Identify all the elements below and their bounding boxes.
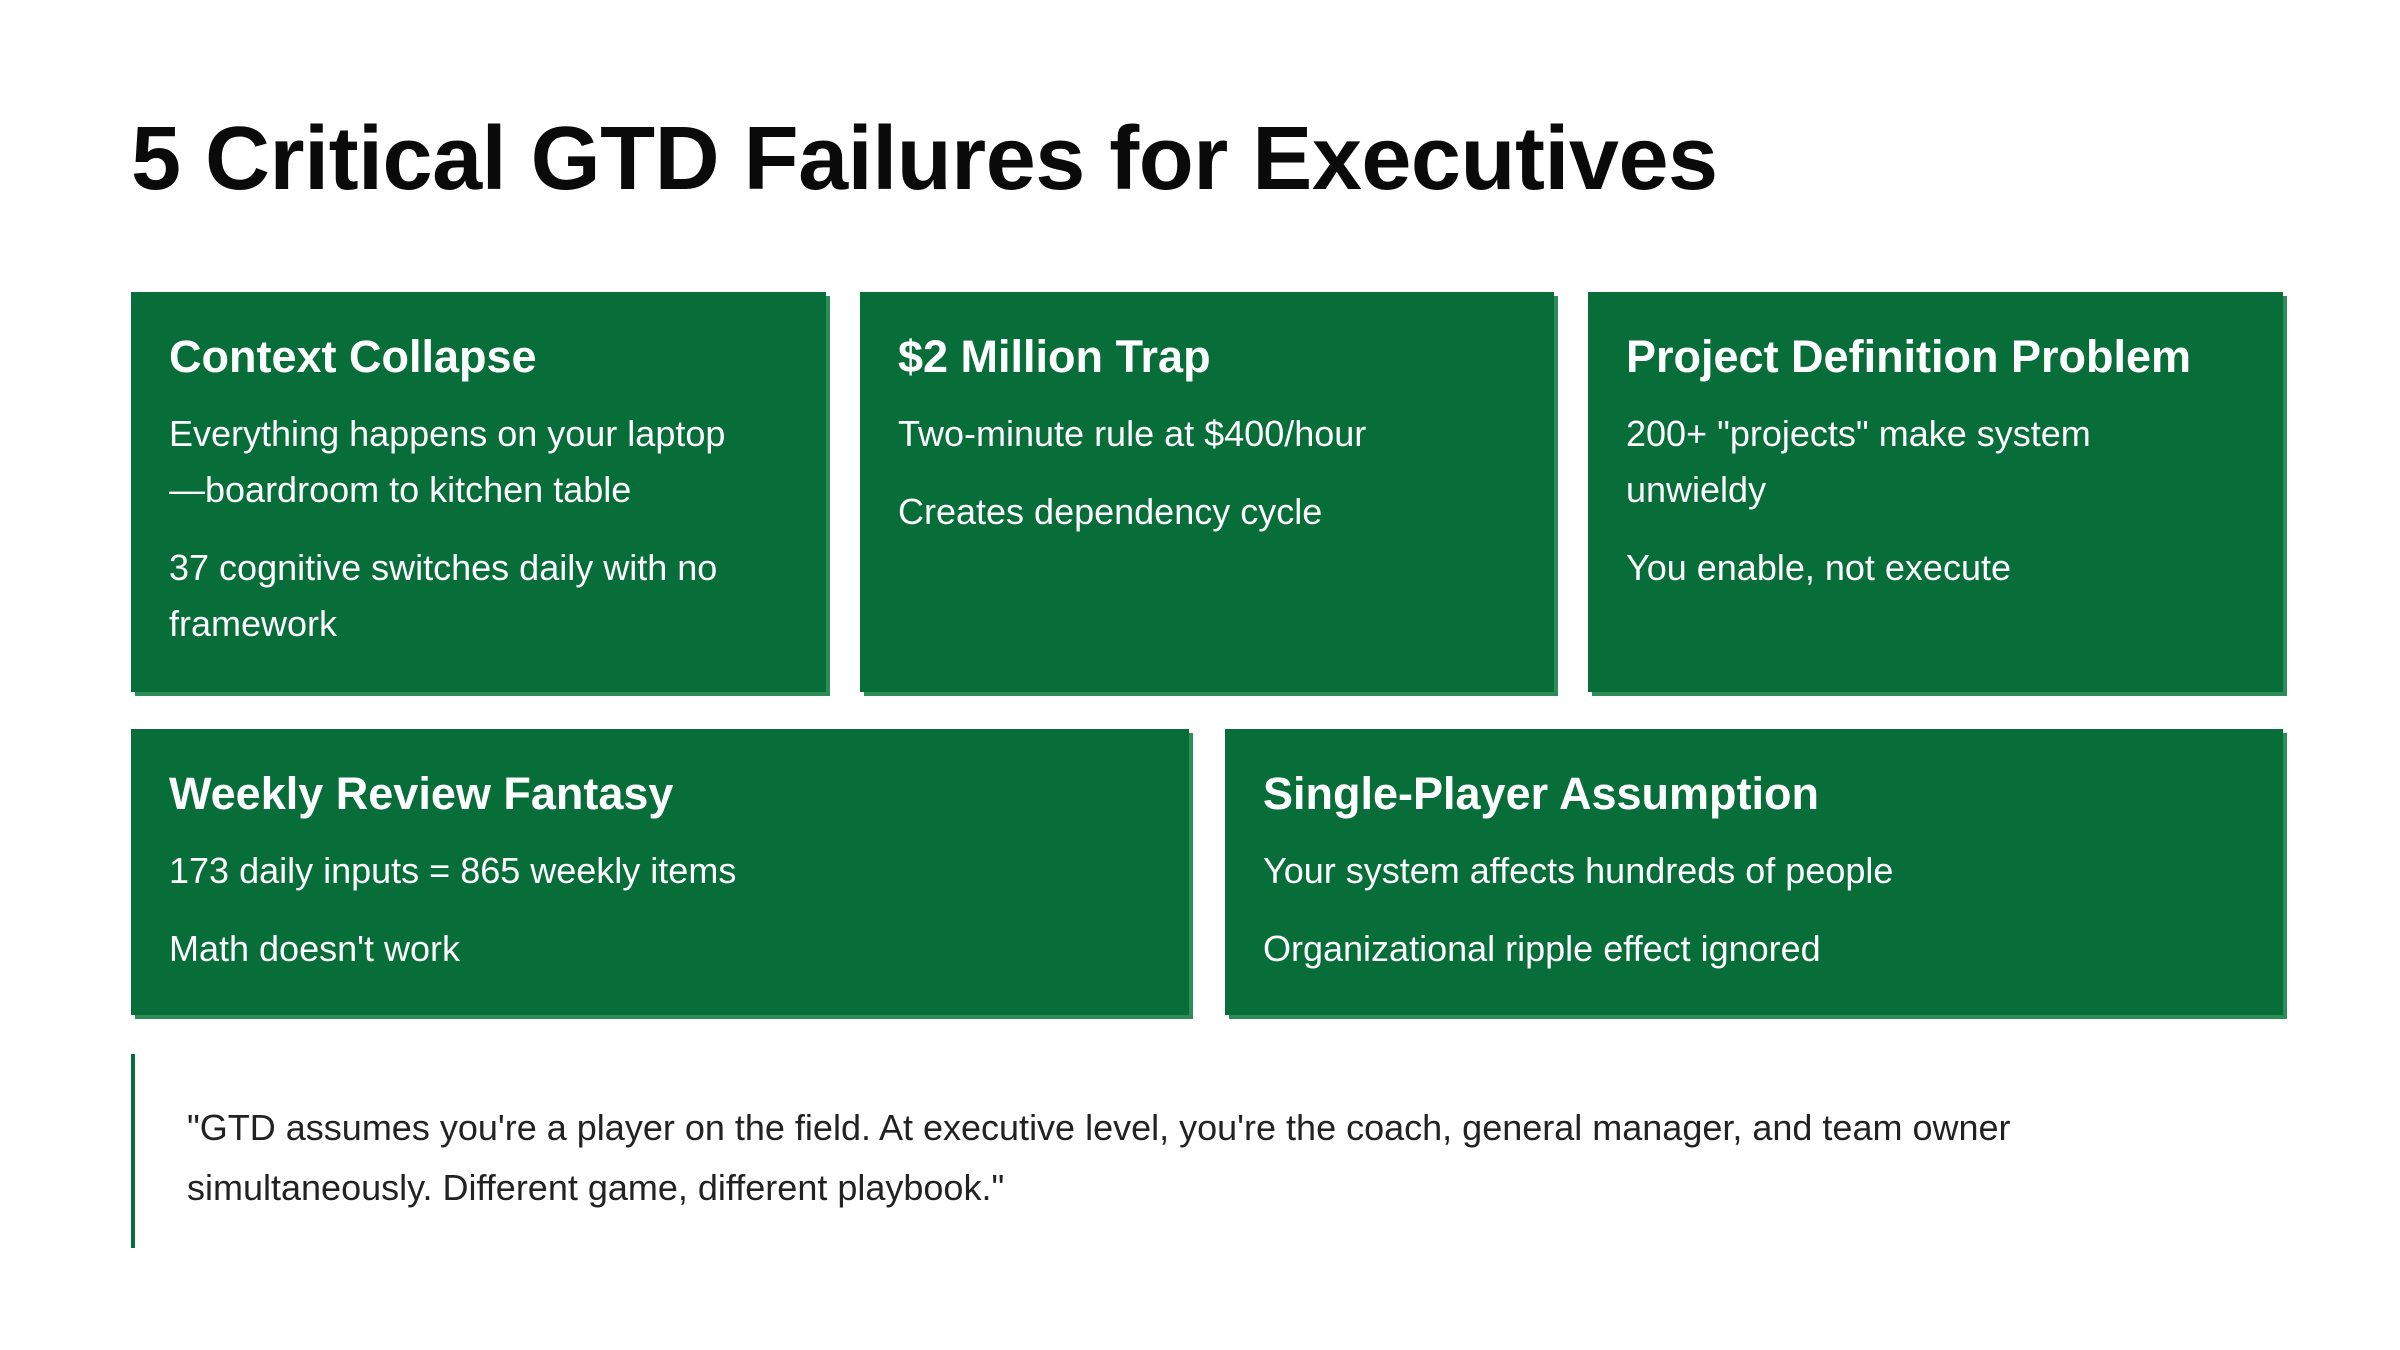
card-point: Creates dependency cycle: [898, 491, 1323, 532]
card-context-collapse: Context Collapse Everything happens on y…: [131, 292, 826, 692]
card-heading: $2 Million Trap: [898, 331, 1211, 382]
card-point: Organizational ripple effect ignored: [1263, 928, 1821, 969]
card-heading: Single-Player Assumption: [1263, 768, 1819, 819]
card-point: 37 cognitive switches daily with no fram…: [169, 547, 718, 644]
quote-block: "GTD assumes you're a player on the fiel…: [131, 1054, 2131, 1248]
page-title: 5 Critical GTD Failures for Executives: [131, 109, 1718, 209]
card-weekly-review-fantasy: Weekly Review Fantasy 173 daily inputs =…: [131, 729, 1189, 1015]
card-point: Two-minute rule at $400/hour: [898, 413, 1367, 454]
card-single-player-assumption: Single-Player Assumption Your system aff…: [1225, 729, 2283, 1015]
card-heading: Weekly Review Fantasy: [169, 768, 674, 819]
card-point: You enable, not execute: [1626, 547, 2011, 588]
card-point: Everything happens on your laptop —board…: [169, 413, 726, 510]
card-heading: Context Collapse: [169, 331, 537, 382]
card-project-definition-problem: Project Definition Problem 200+ "project…: [1588, 292, 2283, 692]
card-point: Your system affects hundreds of people: [1263, 850, 1894, 891]
card-two-million-trap: $2 Million Trap Two-minute rule at $400/…: [860, 292, 1554, 692]
card-point: Math doesn't work: [169, 928, 461, 969]
quote-text: "GTD assumes you're a player on the fiel…: [187, 1107, 2011, 1208]
card-point: 173 daily inputs = 865 weekly items: [169, 850, 737, 891]
card-heading: Project Definition Problem: [1626, 331, 2192, 382]
card-point: 200+ "projects" make system unwieldy: [1626, 413, 2091, 510]
